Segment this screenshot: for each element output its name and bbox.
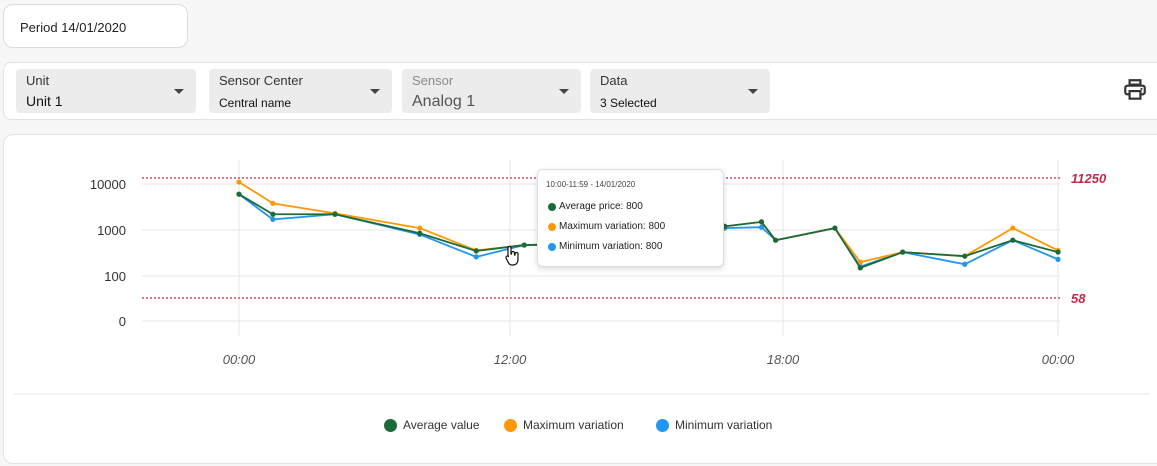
sensor-center-select[interactable]: Sensor Center Central name [209,69,392,113]
sensor-select-label: Sensor [412,73,454,88]
maximum-dot-icon [548,222,556,231]
tooltip-title: 10:00-11:59 - 14/01/2020 [546,180,636,189]
sensor-select-value: Analog 1 [412,93,476,110]
legend-average[interactable]: Average value [384,418,480,432]
unit-select-value: Unit 1 [26,93,63,109]
average-dot-icon [548,202,556,211]
tooltip-row-average: Average price: 800 [548,201,643,212]
chevron-down-icon [748,89,758,94]
legend-average-label: Average value [403,418,480,432]
sensor-center-select-value: Central name [219,96,292,110]
maximum-legend-dot-icon [504,418,517,432]
data-select-label: Data [600,73,628,88]
print-icon [1124,79,1146,100]
chart-tooltip: 10:00-11:59 - 14/01/2020 Average price: … [537,169,724,267]
tooltip-row-minimum: Minimum variation: 800 [548,241,662,252]
chevron-down-icon [370,89,380,94]
minimum-dot-icon [548,242,556,251]
average-legend-dot-icon [384,418,397,432]
minimum-legend-dot-icon [656,418,669,432]
data-select-value: 3 Selected [600,96,657,110]
unit-select-label: Unit [26,73,50,88]
data-select[interactable]: Data 3 Selected [590,69,770,113]
legend-minimum[interactable]: Minimum variation [656,418,772,432]
tooltip-average-label: Average price: 800 [559,201,643,212]
legend-minimum-label: Minimum variation [675,418,773,432]
unit-select[interactable]: Unit Unit 1 [16,69,196,113]
chevron-down-icon [174,89,184,94]
sensor-center-select-label: Sensor Center [219,73,303,88]
tooltip-row-maximum: Maximum variation: 800 [548,221,665,232]
hand-pointer-icon [505,245,519,266]
period-card[interactable]: Period 14/01/2020 [3,4,188,48]
tooltip-maximum-label: Maximum variation: 800 [559,221,666,232]
sensor-select[interactable]: Sensor Analog 1 [402,69,581,113]
legend-maximum-label: Maximum variation [523,418,624,432]
period-label: Period 14/01/2020 [20,20,127,35]
chevron-down-icon [559,89,569,94]
print-button[interactable] [1122,77,1148,103]
tooltip-minimum-label: Minimum variation: 800 [559,241,663,252]
filters-bar: Unit Unit 1 Sensor Center Central name S… [3,62,1157,120]
legend-maximum[interactable]: Maximum variation [504,418,624,432]
